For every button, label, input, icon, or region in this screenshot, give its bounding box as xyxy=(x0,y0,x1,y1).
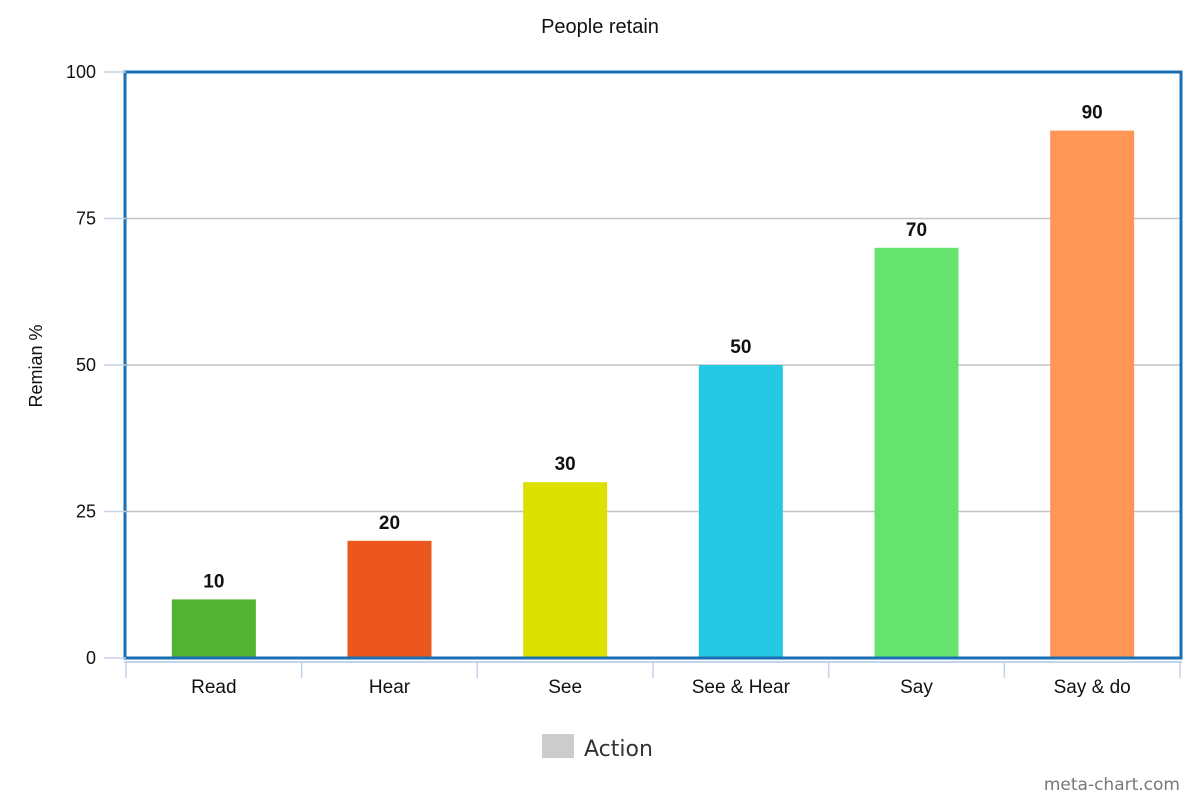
data-label: 90 xyxy=(1082,103,1103,124)
legend-label: Action xyxy=(584,737,653,762)
x-tick-label: See xyxy=(548,677,582,698)
y-tick-label: 25 xyxy=(76,502,96,522)
data-label: 20 xyxy=(379,513,400,534)
data-label: 10 xyxy=(203,571,224,592)
y-tick-label: 50 xyxy=(76,355,96,375)
y-axis-ticks: 0 25 50 75 100 xyxy=(66,62,126,668)
data-label: 70 xyxy=(906,220,927,241)
x-axis-ticks: Read Hear See See & Hear Say Say & do xyxy=(191,677,1131,698)
bars xyxy=(171,130,1135,659)
x-tick-label: Hear xyxy=(369,677,411,698)
bar xyxy=(874,247,959,659)
credit-text: meta-chart.com xyxy=(1044,775,1180,795)
x-tick-label: See & Hear xyxy=(692,677,791,698)
bar xyxy=(698,365,783,658)
legend-swatch xyxy=(542,734,574,758)
bar xyxy=(171,599,256,658)
data-label: 50 xyxy=(730,337,751,358)
x-tick-label: Say xyxy=(900,677,933,698)
y-tick-label: 100 xyxy=(66,62,96,82)
data-label: 30 xyxy=(555,454,576,475)
bar xyxy=(347,540,432,658)
legend: Action xyxy=(542,734,653,762)
x-axis xyxy=(124,661,1182,678)
data-labels: 10 20 30 50 70 90 xyxy=(203,103,1102,593)
x-tick-label: Read xyxy=(191,677,236,698)
gridlines xyxy=(126,217,1180,513)
chart-title: People retain xyxy=(541,16,659,38)
y-tick-label: 75 xyxy=(76,209,96,229)
y-axis-label: Remian % xyxy=(26,324,46,407)
bar xyxy=(1050,130,1135,659)
x-tick-label: Say & do xyxy=(1054,677,1131,698)
bar xyxy=(523,482,608,658)
y-tick-label: 0 xyxy=(86,648,96,668)
